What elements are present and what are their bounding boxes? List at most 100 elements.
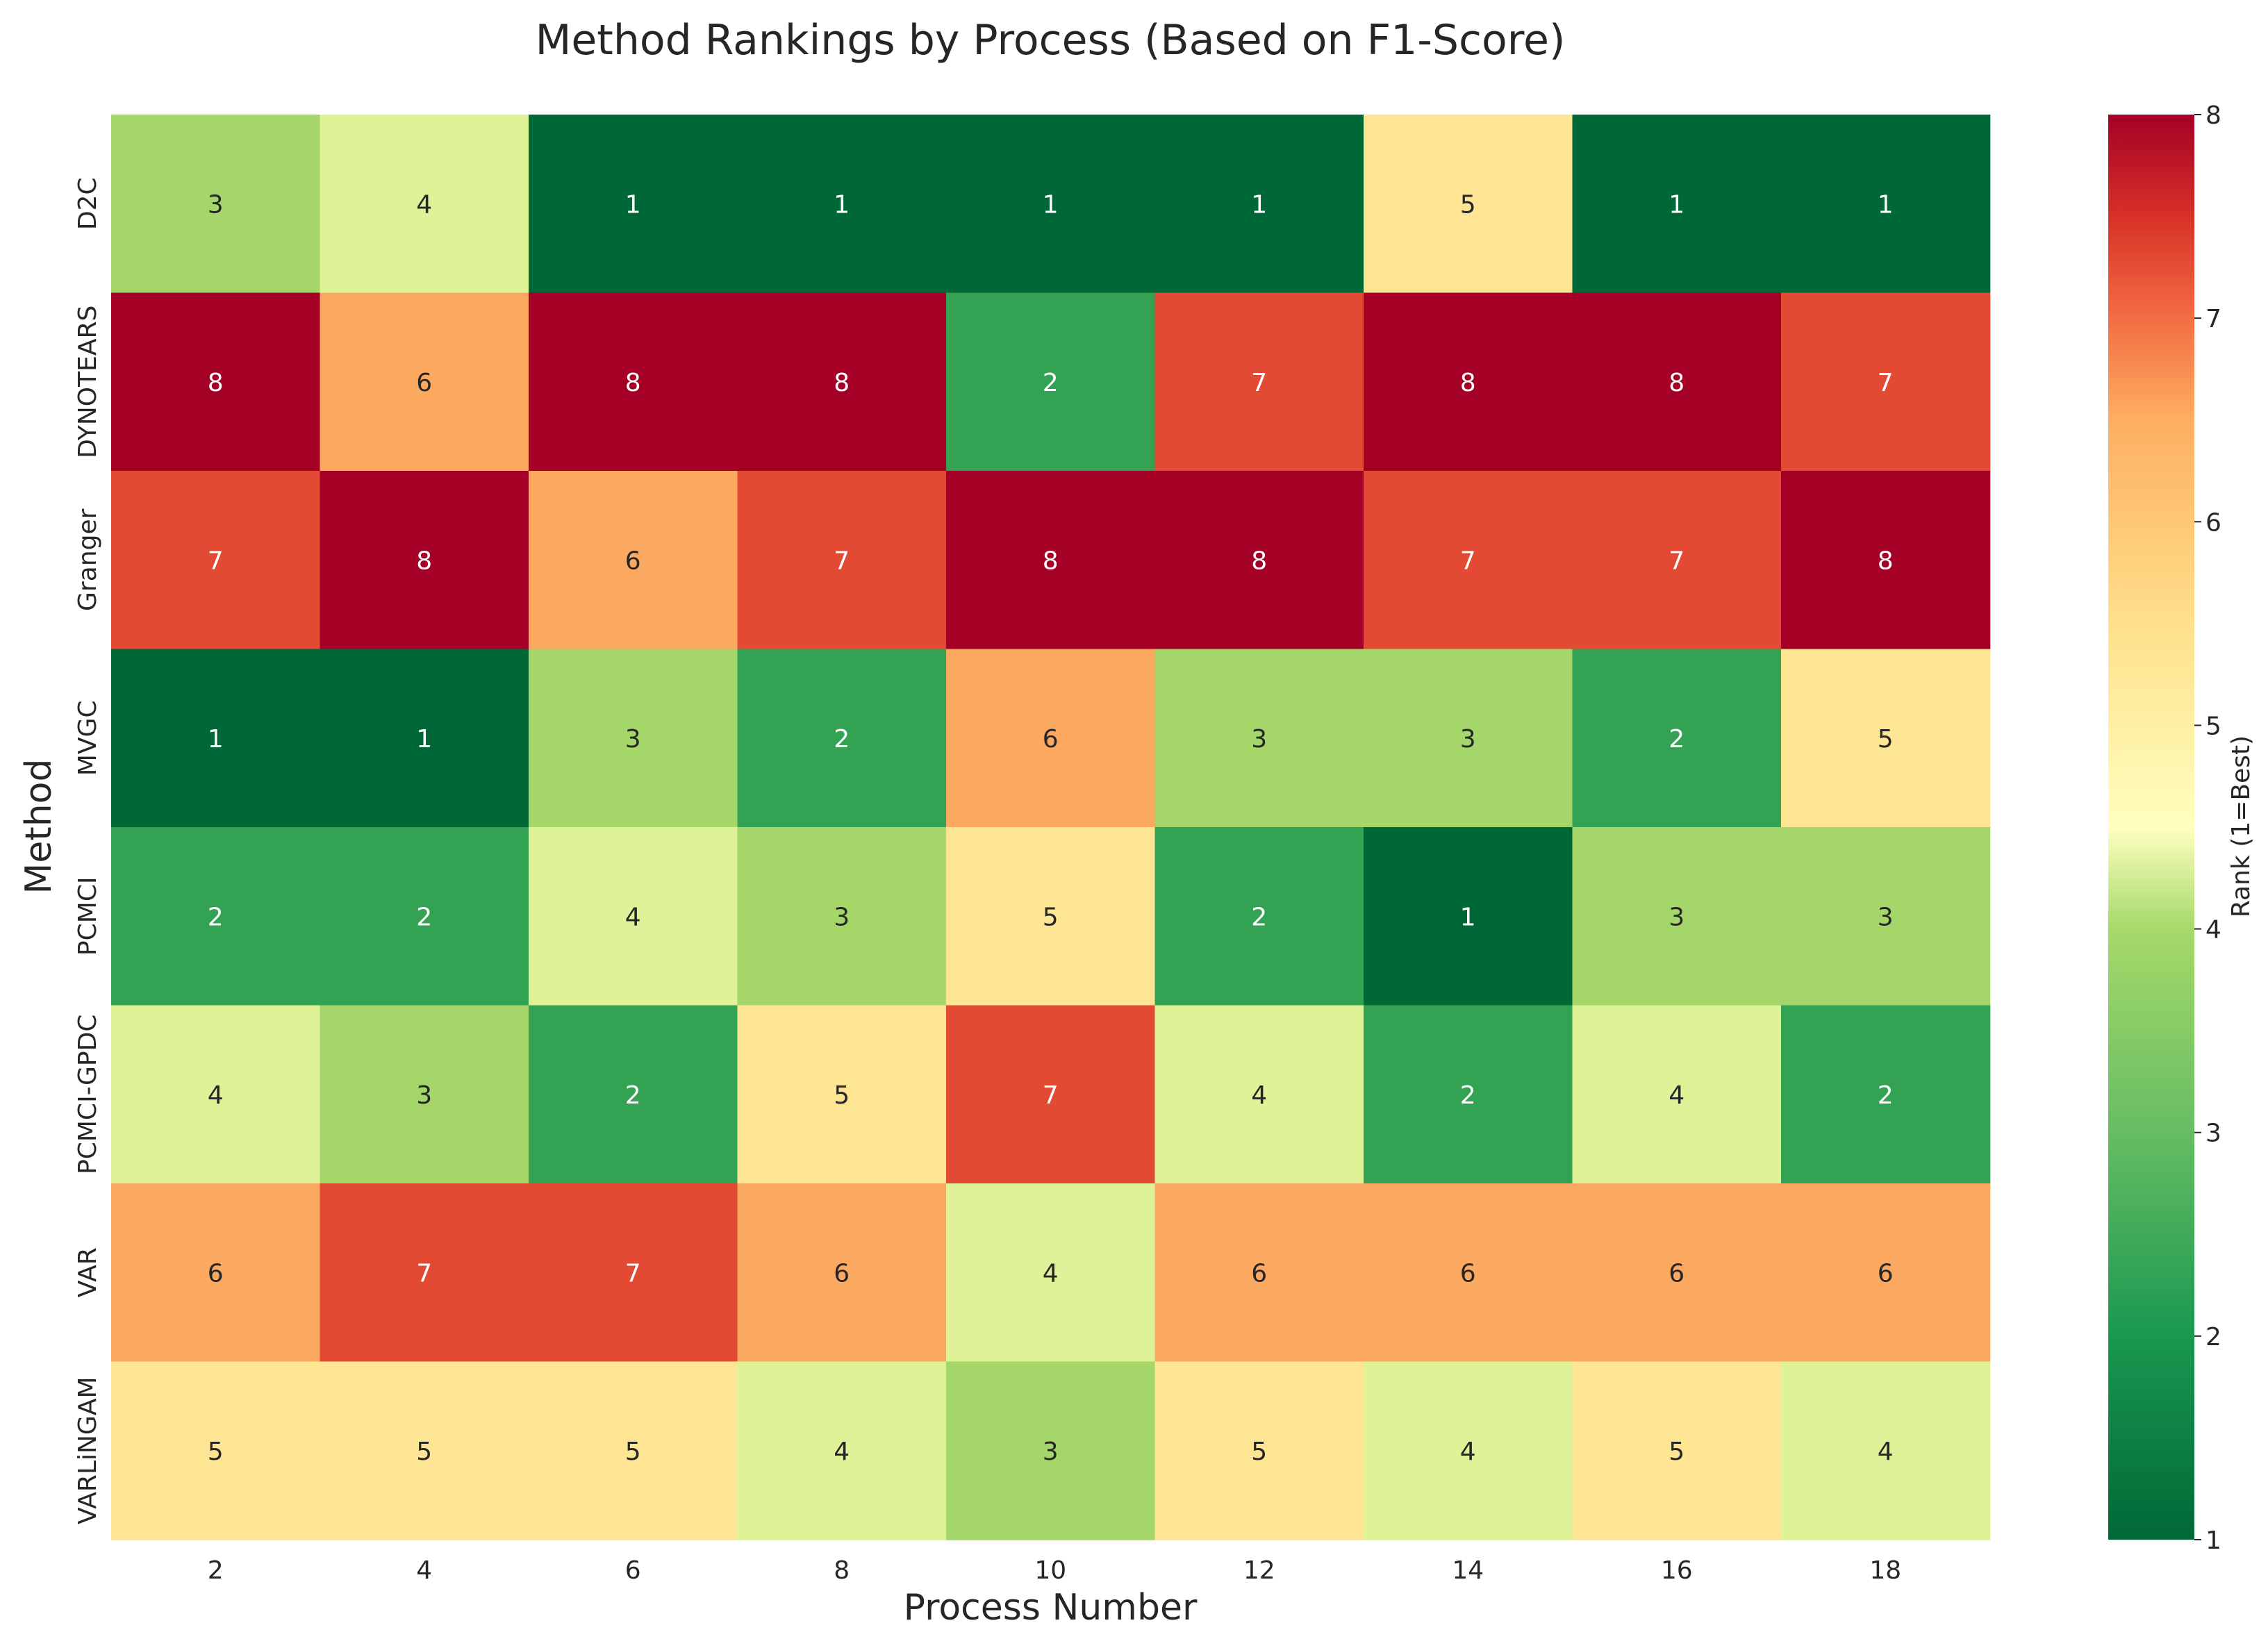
heatmap-cell <box>529 827 738 1006</box>
y-tick-label: DYNOTEARS <box>74 306 102 458</box>
heatmap-cell <box>737 471 947 650</box>
heatmap-cell <box>320 649 529 828</box>
cell-value-label: 3 <box>416 1081 432 1110</box>
cell-value-label: 3 <box>834 903 850 931</box>
heatmap-cell <box>1572 471 1782 650</box>
cell-value-label: 8 <box>1878 547 1894 575</box>
heatmap-cell <box>1572 115 1782 294</box>
cell-value-label: 6 <box>416 369 432 397</box>
colorbar-label: Rank (1=Best) <box>2227 735 2255 917</box>
cell-value-label: 4 <box>1669 1081 1685 1110</box>
cell-value-label: 8 <box>834 369 850 397</box>
cell-value-label: 7 <box>416 1259 432 1288</box>
y-tick-label: VAR <box>74 1247 102 1297</box>
cell-value-label: 4 <box>1878 1438 1894 1466</box>
cell-value-label: 3 <box>1669 903 1685 931</box>
cell-value-label: 4 <box>1251 1081 1267 1110</box>
cell-value-label: 8 <box>625 369 641 397</box>
heatmap-cell <box>320 1361 529 1540</box>
cell-value-label: 5 <box>1043 903 1059 931</box>
heatmap-cell <box>529 649 738 828</box>
heatmap-cell <box>946 827 1156 1006</box>
heatmap-cell <box>320 115 529 294</box>
x-tick-label: 10 <box>1034 1556 1066 1585</box>
cell-value-label: 2 <box>1251 903 1267 931</box>
heatmap-cell <box>1781 1183 1991 1363</box>
cell-value-label: 5 <box>416 1438 432 1466</box>
heatmap-cell <box>946 1361 1156 1540</box>
heatmap-cell-labels: 3 4 1 1 1 1 5 1 1 8 6 8 8 2 7 8 8 7 7 8 6 7 8 8 7 7 8 1 1 3 2 6 3 3 2 5 2 2 4 3… <box>208 190 1894 1466</box>
cell-value-label: 6 <box>1251 1259 1267 1288</box>
heatmap-cell <box>737 649 947 828</box>
heatmap-cell <box>1781 1005 1991 1184</box>
cell-value-label: 1 <box>208 725 224 754</box>
cell-value-label: 1 <box>1669 190 1685 219</box>
chart-title: Method Rankings by Process (Based on F1-… <box>536 16 1566 65</box>
cell-value-label: 1 <box>834 190 850 219</box>
heatmap-cell <box>1154 649 1364 828</box>
cell-value-label: 3 <box>1251 725 1267 754</box>
heatmap-cell <box>946 649 1156 828</box>
cell-value-label: 2 <box>1043 369 1059 397</box>
heatmap-cell <box>111 292 321 472</box>
cell-value-label: 4 <box>1460 1438 1476 1466</box>
cell-value-label: 8 <box>1460 369 1476 397</box>
heatmap-cell <box>1572 1361 1782 1540</box>
heatmap-cell <box>1781 649 1991 828</box>
y-tick-label: PCMCI <box>74 876 102 956</box>
cell-value-label: 5 <box>1669 1438 1685 1466</box>
cell-value-label: 7 <box>1251 369 1267 397</box>
cell-value-label: 1 <box>625 190 641 219</box>
heatmap-cell <box>320 471 529 650</box>
colorbar-tick-label: 1 <box>2205 1526 2221 1555</box>
heatmap-cell <box>1364 1183 1573 1363</box>
cell-value-label: 2 <box>1460 1081 1476 1110</box>
heatmap-cell <box>1572 292 1782 472</box>
heatmap-cell <box>946 115 1156 294</box>
cell-value-label: 2 <box>834 725 850 754</box>
heatmap-cell <box>320 1005 529 1184</box>
heatmap-cell <box>529 1183 738 1363</box>
heatmap-cell <box>529 1005 738 1184</box>
cell-value-label: 2 <box>625 1081 641 1110</box>
cell-value-label: 3 <box>1878 903 1894 931</box>
x-tick-label: 2 <box>208 1556 224 1585</box>
heatmap-cell <box>111 1361 321 1540</box>
cell-value-label: 3 <box>208 190 224 219</box>
cell-value-label: 1 <box>1878 190 1894 219</box>
cell-value-label: 7 <box>1878 369 1894 397</box>
heatmap-cell <box>946 1183 1156 1363</box>
cell-value-label: 2 <box>416 903 432 931</box>
cell-value-label: 4 <box>834 1438 850 1466</box>
colorbar-tick-label: 6 <box>2205 508 2221 537</box>
cell-value-label: 8 <box>1251 547 1267 575</box>
heatmap-cell <box>1364 471 1573 650</box>
heatmap-cell <box>1572 1183 1782 1363</box>
cell-value-label: 7 <box>834 547 850 575</box>
heatmap-cell <box>1364 115 1573 294</box>
heatmap-cell <box>1572 827 1782 1006</box>
cell-value-label: 2 <box>1878 1081 1894 1110</box>
heatmap-cell <box>737 1183 947 1363</box>
cell-value-label: 7 <box>1043 1081 1059 1110</box>
cell-value-label: 7 <box>1669 547 1685 575</box>
cell-value-label: 5 <box>834 1081 850 1110</box>
heatmap-cell <box>1154 1361 1364 1540</box>
cell-value-label: 6 <box>1460 1259 1476 1288</box>
heatmap-cell <box>1364 1361 1573 1540</box>
colorbar-tick-label: 3 <box>2205 1120 2221 1148</box>
cell-value-label: 6 <box>208 1259 224 1288</box>
x-tick-label: 18 <box>1869 1556 1901 1585</box>
heatmap-cell <box>111 649 321 828</box>
cell-value-label: 2 <box>1669 725 1685 754</box>
cell-value-label: 1 <box>416 725 432 754</box>
cell-value-label: 6 <box>1043 725 1059 754</box>
heatmap-cell <box>1154 827 1364 1006</box>
colorbar-tick-label: 2 <box>2205 1323 2221 1351</box>
colorbar-tick-labels: 1 2 3 4 5 6 7 8 <box>2194 101 2221 1555</box>
cell-value-label: 5 <box>1460 190 1476 219</box>
cell-value-label: 7 <box>1460 547 1476 575</box>
heatmap-cell <box>1781 1361 1991 1540</box>
heatmap-cell <box>529 471 738 650</box>
y-tick-label: D2C <box>74 177 102 230</box>
